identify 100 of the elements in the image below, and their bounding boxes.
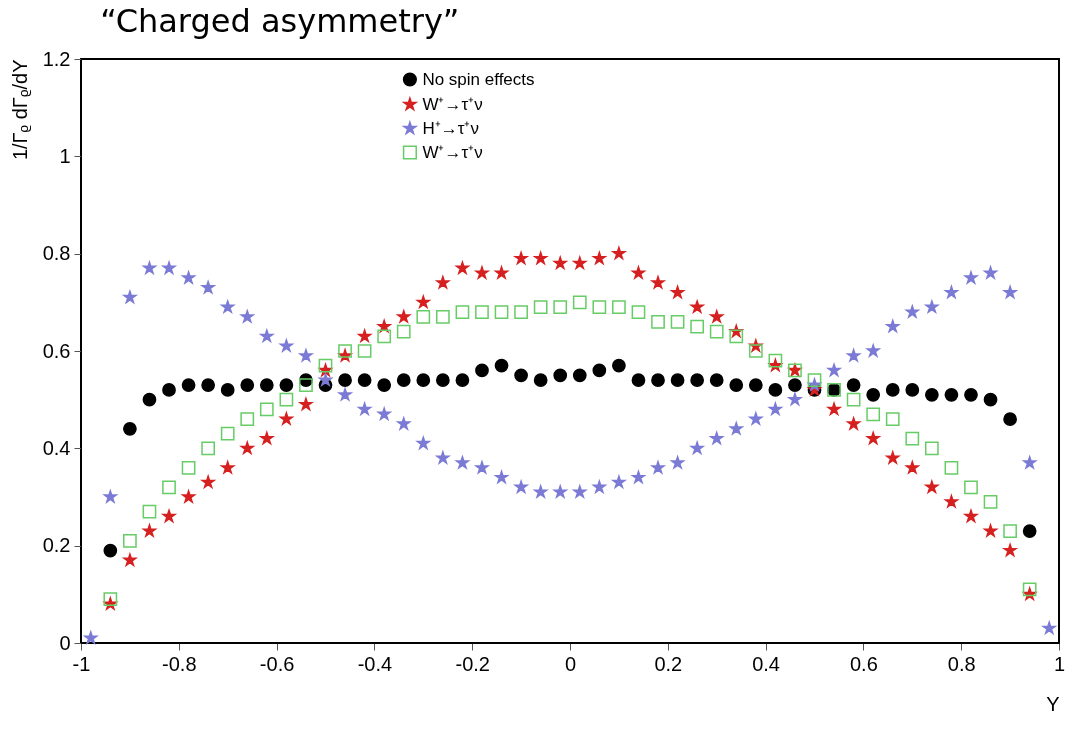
point bbox=[983, 392, 998, 407]
point bbox=[396, 373, 411, 388]
x-tick-label: 0 bbox=[564, 652, 577, 675]
point bbox=[690, 319, 705, 334]
point bbox=[279, 412, 293, 425]
point bbox=[944, 494, 958, 508]
point bbox=[475, 460, 489, 474]
point bbox=[260, 431, 274, 445]
point bbox=[553, 300, 568, 315]
y-tick-label: 0.4 bbox=[42, 436, 71, 459]
point bbox=[1003, 412, 1017, 426]
point bbox=[690, 300, 704, 313]
point bbox=[181, 378, 196, 392]
point bbox=[142, 524, 157, 537]
point bbox=[788, 392, 802, 406]
point bbox=[201, 280, 215, 294]
point bbox=[84, 631, 98, 644]
point bbox=[240, 441, 254, 455]
point bbox=[670, 373, 685, 388]
point bbox=[396, 324, 411, 339]
x-tick-label: -1 bbox=[72, 652, 91, 675]
point bbox=[201, 441, 216, 456]
point bbox=[924, 441, 939, 456]
point bbox=[221, 300, 235, 313]
point bbox=[925, 300, 939, 313]
point bbox=[905, 305, 919, 318]
point bbox=[612, 358, 626, 373]
point bbox=[534, 251, 548, 265]
x-axis-title: Y bbox=[1046, 692, 1060, 715]
x-tick-label: -0.2 bbox=[455, 652, 490, 675]
y-axis-title: 1/Γᵨ dΓᵨ/dY bbox=[8, 59, 31, 161]
point bbox=[553, 485, 567, 498]
point bbox=[768, 383, 783, 397]
point bbox=[905, 460, 919, 474]
point bbox=[103, 592, 118, 607]
point bbox=[182, 490, 196, 503]
x-tick-label: -0.6 bbox=[259, 652, 295, 675]
point bbox=[1022, 582, 1037, 597]
x-tick-label: -0.4 bbox=[357, 652, 393, 675]
point bbox=[905, 383, 920, 397]
point bbox=[690, 441, 704, 455]
point bbox=[416, 436, 430, 450]
point bbox=[631, 470, 646, 484]
point bbox=[455, 305, 470, 319]
point bbox=[162, 509, 176, 523]
point bbox=[142, 504, 157, 519]
point bbox=[514, 305, 528, 319]
point bbox=[1003, 524, 1017, 538]
y-tick-label: 0.6 bbox=[42, 339, 71, 362]
point bbox=[964, 387, 978, 402]
point bbox=[240, 310, 254, 323]
point bbox=[983, 524, 998, 537]
point bbox=[572, 368, 587, 383]
point bbox=[573, 485, 587, 498]
point bbox=[846, 378, 861, 392]
point bbox=[788, 378, 802, 392]
point bbox=[749, 412, 763, 425]
point bbox=[514, 480, 528, 493]
point bbox=[729, 329, 744, 344]
point bbox=[358, 402, 372, 416]
point bbox=[279, 378, 294, 392]
point bbox=[592, 251, 606, 265]
point bbox=[220, 426, 235, 441]
point bbox=[162, 480, 176, 495]
point bbox=[318, 373, 333, 386]
point bbox=[612, 475, 626, 489]
x-tick-label: 0.2 bbox=[654, 652, 683, 675]
point bbox=[592, 480, 606, 493]
point bbox=[709, 373, 724, 388]
point bbox=[651, 275, 665, 289]
point bbox=[142, 392, 157, 407]
point bbox=[944, 460, 959, 475]
point bbox=[162, 261, 176, 274]
point bbox=[357, 344, 372, 358]
point bbox=[592, 300, 607, 315]
point bbox=[259, 378, 274, 392]
point bbox=[553, 256, 567, 270]
legend-label: W⁺→τ⁺ν bbox=[422, 142, 483, 162]
point bbox=[416, 295, 430, 309]
point bbox=[964, 509, 978, 523]
point bbox=[358, 329, 372, 343]
point bbox=[436, 275, 450, 289]
point bbox=[240, 412, 255, 427]
point bbox=[435, 373, 450, 388]
point bbox=[377, 319, 391, 333]
point bbox=[748, 344, 763, 358]
point bbox=[377, 329, 392, 344]
point bbox=[886, 451, 900, 464]
point bbox=[377, 378, 392, 392]
point bbox=[553, 368, 568, 383]
point bbox=[651, 373, 665, 388]
point bbox=[1003, 543, 1017, 557]
point bbox=[534, 485, 548, 498]
point bbox=[1023, 587, 1037, 601]
point bbox=[299, 378, 313, 392]
point bbox=[573, 256, 587, 270]
point bbox=[612, 300, 626, 315]
point bbox=[123, 553, 137, 566]
point bbox=[885, 383, 900, 397]
point bbox=[416, 310, 431, 324]
